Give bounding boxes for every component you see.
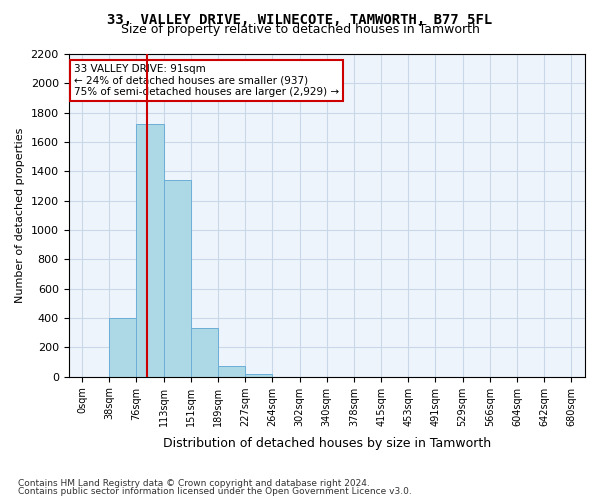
- Text: Contains HM Land Registry data © Crown copyright and database right 2024.: Contains HM Land Registry data © Crown c…: [18, 478, 370, 488]
- Bar: [109, 318, 136, 376]
- Text: 33 VALLEY DRIVE: 91sqm
← 24% of detached houses are smaller (937)
75% of semi-de: 33 VALLEY DRIVE: 91sqm ← 24% of detached…: [74, 64, 339, 97]
- Text: 33, VALLEY DRIVE, WILNECOTE, TAMWORTH, B77 5FL: 33, VALLEY DRIVE, WILNECOTE, TAMWORTH, B…: [107, 12, 493, 26]
- Bar: [164, 180, 191, 376]
- Bar: [136, 124, 164, 376]
- Text: Contains public sector information licensed under the Open Government Licence v3: Contains public sector information licen…: [18, 487, 412, 496]
- Bar: [245, 374, 272, 376]
- X-axis label: Distribution of detached houses by size in Tamworth: Distribution of detached houses by size …: [163, 437, 491, 450]
- Bar: [218, 366, 245, 376]
- Y-axis label: Number of detached properties: Number of detached properties: [15, 128, 25, 303]
- Text: Size of property relative to detached houses in Tamworth: Size of property relative to detached ho…: [121, 22, 479, 36]
- Bar: [191, 328, 218, 376]
